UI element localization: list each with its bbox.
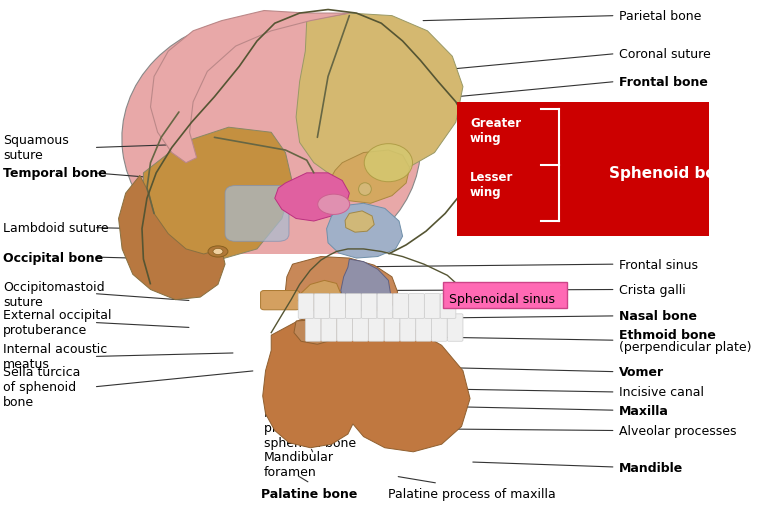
FancyBboxPatch shape	[393, 294, 409, 319]
Text: Ethmoid bone: Ethmoid bone	[619, 328, 716, 341]
PathPatch shape	[263, 315, 470, 452]
Text: Crista galli: Crista galli	[619, 284, 686, 296]
FancyBboxPatch shape	[409, 294, 424, 319]
PathPatch shape	[286, 257, 398, 321]
PathPatch shape	[298, 281, 341, 311]
FancyBboxPatch shape	[260, 291, 300, 310]
FancyBboxPatch shape	[329, 294, 346, 319]
FancyBboxPatch shape	[314, 294, 329, 319]
Ellipse shape	[364, 145, 412, 182]
FancyBboxPatch shape	[400, 314, 415, 342]
Text: (perpendicular plate): (perpendicular plate)	[619, 341, 752, 354]
FancyBboxPatch shape	[337, 312, 353, 342]
Text: Palatine bone: Palatine bone	[260, 487, 357, 500]
Text: Nasal bone: Nasal bone	[619, 310, 697, 323]
Text: Frontal bone: Frontal bone	[619, 76, 708, 89]
FancyBboxPatch shape	[377, 294, 392, 319]
PathPatch shape	[118, 176, 225, 300]
Text: Temporal bone: Temporal bone	[3, 167, 107, 180]
FancyBboxPatch shape	[321, 312, 336, 342]
Text: Occipitomastoid
suture: Occipitomastoid suture	[3, 280, 104, 308]
FancyBboxPatch shape	[369, 312, 384, 342]
Text: Occipital bone: Occipital bone	[3, 251, 103, 264]
Text: Mandible: Mandible	[619, 461, 684, 473]
Ellipse shape	[208, 246, 228, 258]
Text: Sphenoid bone: Sphenoid bone	[608, 166, 737, 181]
Text: Sphenoidal sinus: Sphenoidal sinus	[449, 292, 554, 305]
FancyBboxPatch shape	[425, 294, 440, 319]
FancyBboxPatch shape	[447, 314, 463, 342]
FancyBboxPatch shape	[361, 294, 377, 319]
Text: Greater
wing: Greater wing	[470, 117, 521, 145]
Text: Squamous
suture: Squamous suture	[3, 134, 68, 162]
PathPatch shape	[144, 128, 293, 260]
PathPatch shape	[341, 260, 390, 311]
FancyBboxPatch shape	[298, 294, 314, 319]
Ellipse shape	[359, 183, 372, 196]
PathPatch shape	[294, 320, 335, 345]
Text: Alveolar processes: Alveolar processes	[619, 424, 737, 437]
PathPatch shape	[275, 174, 349, 221]
Text: Palatine process of maxilla: Palatine process of maxilla	[389, 487, 556, 500]
FancyBboxPatch shape	[353, 312, 369, 342]
Ellipse shape	[318, 195, 349, 215]
Text: Lesser
wing: Lesser wing	[470, 171, 514, 199]
PathPatch shape	[326, 204, 402, 259]
Text: Pterygoid
process of
sphenoid bone: Pterygoid process of sphenoid bone	[264, 406, 356, 449]
FancyBboxPatch shape	[432, 314, 447, 342]
FancyBboxPatch shape	[456, 103, 710, 237]
Text: Parietal bone: Parietal bone	[619, 10, 701, 23]
FancyBboxPatch shape	[306, 312, 321, 342]
PathPatch shape	[296, 14, 463, 184]
FancyBboxPatch shape	[443, 282, 568, 308]
Text: Coronal suture: Coronal suture	[619, 48, 711, 61]
FancyBboxPatch shape	[122, 254, 548, 507]
FancyBboxPatch shape	[440, 294, 456, 319]
FancyBboxPatch shape	[415, 314, 432, 342]
Text: Internal acoustic
meatus: Internal acoustic meatus	[3, 343, 107, 371]
Text: Mandibular
foramen: Mandibular foramen	[264, 450, 334, 478]
FancyBboxPatch shape	[346, 294, 361, 319]
FancyBboxPatch shape	[225, 186, 289, 242]
Text: External occipital
protuberance: External occipital protuberance	[3, 309, 111, 337]
Text: Lambdoid suture: Lambdoid suture	[3, 222, 108, 235]
Text: Maxilla: Maxilla	[619, 404, 669, 417]
Text: Vomer: Vomer	[619, 365, 664, 378]
Text: Frontal sinus: Frontal sinus	[619, 258, 698, 271]
FancyBboxPatch shape	[384, 314, 400, 342]
PathPatch shape	[151, 12, 349, 163]
Text: Incisive canal: Incisive canal	[619, 386, 704, 399]
PathPatch shape	[345, 211, 374, 233]
Ellipse shape	[213, 249, 223, 255]
Text: Sella turcica
of sphenoid
bone: Sella turcica of sphenoid bone	[3, 365, 80, 409]
PathPatch shape	[329, 151, 409, 204]
Ellipse shape	[122, 17, 421, 270]
